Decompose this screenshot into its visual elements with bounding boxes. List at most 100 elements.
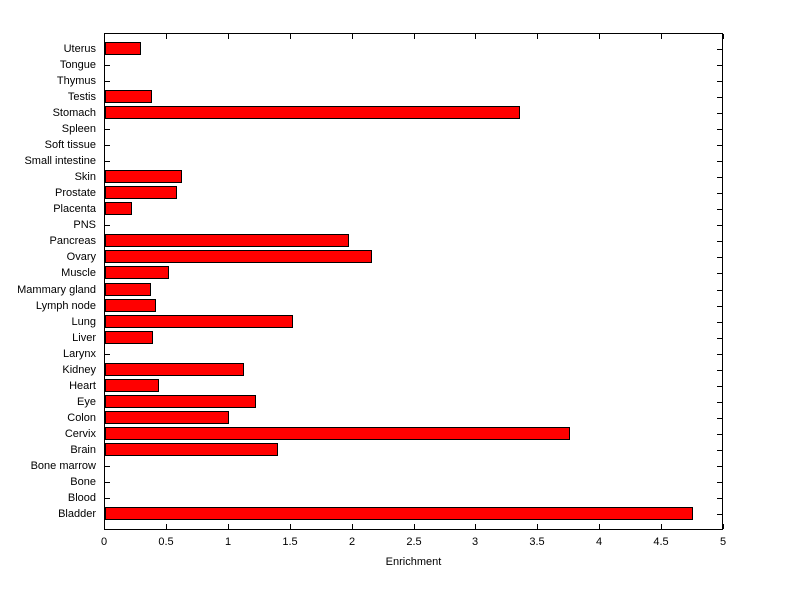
y-tick-label: Placenta (53, 203, 96, 215)
y-tick-right (717, 354, 722, 355)
y-tick-right (717, 434, 722, 435)
x-tick-bottom (352, 524, 353, 529)
y-tick-label: Colon (67, 412, 96, 424)
bar-heart (105, 379, 159, 392)
y-tick-right (717, 290, 722, 291)
x-tick-top (537, 34, 538, 39)
bar-ovary (105, 250, 372, 263)
y-tick-right (717, 113, 722, 114)
y-tick-label: Tongue (59, 59, 96, 71)
y-tick-left (105, 498, 110, 499)
x-tick-label: 2 (348, 536, 356, 548)
x-tick-label: 4.5 (653, 536, 669, 548)
y-tick-label: Lymph node (35, 300, 96, 312)
bar-eye (105, 395, 256, 408)
x-tick-label: 0 (100, 536, 108, 548)
x-tick-top (166, 34, 167, 39)
x-tick-label: 5 (719, 536, 727, 548)
bar-skin (105, 170, 182, 183)
x-tick-top (228, 34, 229, 39)
bar-lymph-node (105, 299, 156, 312)
y-tick-label: Bladder (58, 508, 96, 520)
x-tick-label: 4 (595, 536, 603, 548)
bar-kidney (105, 363, 244, 376)
y-tick-label: Lung (71, 316, 96, 328)
y-tick-right (717, 65, 722, 66)
bar-colon (105, 411, 229, 424)
y-tick-right (717, 209, 722, 210)
y-tick-right (717, 338, 722, 339)
y-tick-right (717, 257, 722, 258)
y-tick-left (105, 225, 110, 226)
x-tick-label: 1.5 (282, 536, 298, 548)
y-tick-label: Ovary (66, 251, 96, 263)
y-tick-right (717, 129, 722, 130)
y-tick-label: Soft tissue (44, 139, 96, 151)
y-tick-right (717, 177, 722, 178)
y-tick-left (105, 482, 110, 483)
x-tick-top (661, 34, 662, 39)
y-tick-label: Testis (67, 91, 96, 103)
y-tick-right (717, 306, 722, 307)
y-tick-label: Small intestine (24, 155, 96, 167)
y-tick-right (717, 450, 722, 451)
y-tick-right (717, 145, 722, 146)
y-tick-right (717, 161, 722, 162)
bar-placenta (105, 202, 132, 215)
y-tick-label: Eye (77, 396, 96, 408)
x-tick-label: 1 (224, 536, 232, 548)
y-tick-label: Cervix (64, 428, 96, 440)
y-tick-label: Blood (67, 492, 96, 504)
bar-testis (105, 90, 152, 103)
y-tick-right (717, 498, 722, 499)
y-tick-right (717, 386, 722, 387)
y-tick-right (717, 466, 722, 467)
y-tick-left (105, 129, 110, 130)
y-tick-left (105, 466, 110, 467)
x-tick-label: 3 (471, 536, 479, 548)
y-tick-left (105, 354, 110, 355)
x-tick-bottom (475, 524, 476, 529)
y-tick-label: Thymus (56, 75, 96, 87)
y-tick-right (717, 97, 722, 98)
y-tick-label: Stomach (52, 107, 96, 119)
x-tick-top (290, 34, 291, 39)
y-tick-right (717, 514, 722, 515)
x-tick-top (599, 34, 600, 39)
bar-bladder (105, 507, 693, 520)
x-tick-bottom (723, 524, 724, 529)
y-tick-right (717, 482, 722, 483)
x-tick-bottom (661, 524, 662, 529)
y-tick-right (717, 81, 722, 82)
y-tick-right (717, 225, 722, 226)
x-tick-label: 0.5 (158, 536, 174, 548)
bar-uterus (105, 42, 141, 55)
x-tick-bottom (166, 524, 167, 529)
y-tick-left (105, 81, 110, 82)
y-tick-label: Pancreas (49, 235, 96, 247)
y-tick-label: Skin (74, 171, 96, 183)
bar-pancreas (105, 234, 349, 247)
x-tick-label: 2.5 (406, 536, 422, 548)
x-tick-label: 3.5 (529, 536, 545, 548)
y-tick-label: Heart (69, 380, 96, 392)
bar-liver (105, 331, 153, 344)
y-tick-label: Prostate (55, 187, 96, 199)
y-tick-right (717, 418, 722, 419)
y-tick-left (105, 161, 110, 162)
y-tick-label: Liver (72, 332, 96, 344)
x-tick-top (475, 34, 476, 39)
x-tick-bottom (228, 524, 229, 529)
x-tick-top (352, 34, 353, 39)
y-tick-label: Brain (70, 444, 96, 456)
y-tick-right (717, 402, 722, 403)
y-tick-label: Uterus (63, 43, 96, 55)
y-tick-label: PNS (73, 219, 96, 231)
x-tick-bottom (537, 524, 538, 529)
y-tick-right (717, 273, 722, 274)
y-tick-right (717, 241, 722, 242)
bar-muscle (105, 266, 169, 279)
x-tick-top (414, 34, 415, 39)
x-axis-title: Enrichment (385, 556, 442, 568)
